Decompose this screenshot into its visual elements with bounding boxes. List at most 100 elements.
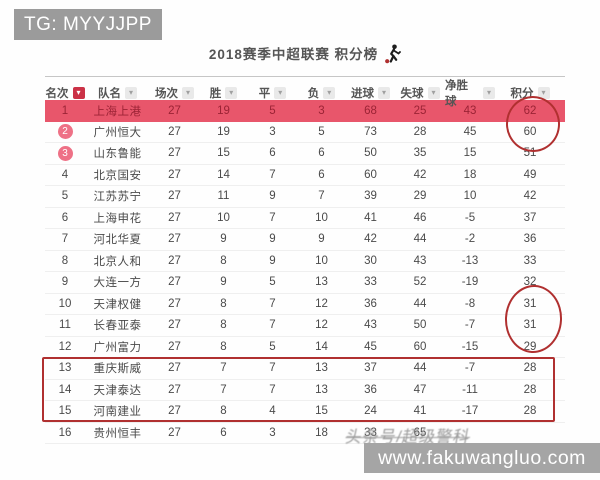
table-row-rank-11: 11 长春亚泰 27 8 7 12 43 50 -7 31 (45, 315, 565, 337)
loss-cell: 18 (315, 426, 328, 439)
loss-cell: 3 (318, 104, 325, 117)
goals-for-cell: 42 (364, 233, 377, 246)
column-header-loss: 负 ▾ (297, 85, 346, 101)
rank-cell: 6 (61, 211, 69, 224)
points-cell: 33 (523, 254, 537, 267)
goals-against-cell: 60 (413, 340, 427, 353)
rank-badge: 3 (57, 145, 73, 161)
draw-cell: 6 (269, 147, 276, 160)
goals-against-cell: 46 (413, 211, 427, 224)
draw-cell: 9 (269, 254, 276, 267)
draw-cell: 5 (269, 340, 276, 353)
table-row-rank-12: 12 广州富力 27 8 5 14 45 60 -15 29 (45, 337, 565, 358)
column-header-goals-for: 进球 ▾ (346, 85, 395, 101)
points-cell: 28 (523, 405, 537, 418)
goals-against-cell: 50 (413, 319, 427, 332)
loss-cell: 15 (315, 405, 328, 418)
filter-dropdown-icon-goals-against[interactable]: ▾ (427, 87, 440, 99)
table-row-rank-13: 13 重庆斯威 27 7 7 13 37 44 -7 28 (45, 358, 565, 380)
filter-dropdown-icon-team[interactable]: ▾ (125, 87, 137, 99)
goals-against-cell: 29 (413, 190, 427, 203)
points-cell: 32 (523, 276, 537, 289)
filter-dropdown-icon-played[interactable]: ▾ (182, 87, 194, 99)
draw-cell: 7 (269, 211, 276, 224)
column-label-goals-for: 进球 (351, 88, 374, 100)
played-cell: 27 (168, 405, 181, 418)
loss-cell: 12 (315, 297, 328, 310)
loss-cell: 9 (318, 233, 325, 246)
played-cell: 27 (168, 125, 181, 138)
column-header-goals-against: 失球 ▾ (395, 85, 445, 101)
column-label-points: 积分 (510, 88, 534, 100)
goals-against-cell: 28 (413, 125, 427, 138)
win-cell: 19 (217, 104, 230, 117)
loss-cell: 6 (318, 147, 325, 160)
loss-cell: 10 (315, 211, 328, 224)
loss-cell: 10 (315, 254, 328, 267)
win-cell: 19 (217, 125, 230, 138)
site-url-watermark: www.fakuwangluo.com (364, 443, 600, 473)
goal-diff-cell: -13 (461, 254, 479, 267)
draw-cell: 7 (269, 383, 276, 396)
filter-dropdown-icon-goals-for[interactable]: ▾ (378, 87, 390, 99)
draw-cell: 7 (269, 319, 276, 332)
filter-dropdown-icon-win[interactable]: ▾ (225, 87, 238, 99)
table-row-rank-8: 8 北京人和 27 8 9 10 30 43 -13 33 (45, 251, 565, 272)
column-label-loss: 负 (307, 88, 320, 100)
goal-diff-cell: -5 (464, 211, 476, 224)
goals-for-cell: 36 (364, 383, 377, 396)
filter-dropdown-icon-draw[interactable]: ▾ (274, 87, 287, 99)
team-cell: 北京国安 (93, 169, 142, 182)
win-cell: 14 (217, 168, 230, 181)
team-cell: 广州恒大 (93, 126, 142, 139)
loss-cell: 13 (315, 383, 328, 396)
rank-cell: 9 (61, 276, 69, 289)
goals-against-cell: 44 (413, 362, 427, 375)
goal-diff-cell: -7 (464, 362, 476, 375)
rank-cell: 16 (58, 426, 72, 439)
team-cell: 北京人和 (93, 255, 142, 268)
draw-cell: 3 (269, 426, 276, 439)
played-cell: 27 (168, 362, 181, 375)
table-row-rank-14: 14 天津泰达 27 7 7 13 36 47 -11 28 (45, 380, 565, 401)
loss-cell: 13 (315, 276, 328, 289)
goals-against-cell: 42 (413, 168, 427, 181)
rank-cell: 2 (45, 124, 85, 140)
filter-dropdown-icon-loss[interactable]: ▾ (323, 87, 336, 99)
loss-cell: 13 (315, 362, 328, 375)
rank-cell: 11 (59, 319, 71, 332)
goals-for-cell: 50 (364, 147, 377, 160)
win-cell: 8 (220, 297, 227, 310)
column-label-win: 胜 (209, 88, 222, 100)
filter-dropdown-icon-goal-diff[interactable]: ▾ (483, 87, 495, 99)
filter-dropdown-icon-points[interactable]: ▾ (537, 87, 550, 99)
table-row-rank-3: 3 山东鲁能 27 15 6 6 50 35 15 51 (45, 143, 565, 165)
win-cell: 10 (217, 211, 230, 224)
played-cell: 27 (168, 168, 181, 181)
table-row-rank-7: 7 河北华夏 27 9 9 9 42 44 -2 36 (45, 229, 565, 251)
draw-cell: 7 (269, 297, 276, 310)
team-cell: 河南建业 (93, 406, 142, 419)
goals-against-cell: 25 (413, 104, 427, 117)
table-row-rank-1: 1 上海上港 27 19 5 3 68 25 43 62 (45, 100, 565, 122)
points-cell: 42 (523, 190, 537, 203)
rank-cell: 4 (61, 168, 69, 181)
filter-dropdown-icon-rank[interactable]: ▾ (72, 87, 85, 99)
goal-diff-cell: -8 (464, 297, 476, 310)
team-cell: 贵州恒丰 (93, 427, 142, 440)
team-cell: 河北华夏 (93, 234, 142, 247)
played-cell: 27 (168, 276, 181, 289)
draw-cell: 7 (269, 362, 276, 375)
column-header-draw: 平 ▾ (248, 85, 297, 101)
column-header-goal-diff: 净胜球 ▾ (445, 77, 495, 109)
column-header-rank: 名次 ▾ (45, 85, 85, 101)
played-cell: 27 (168, 426, 181, 439)
rank-cell: 3 (45, 145, 85, 161)
goals-for-cell: 39 (364, 190, 377, 203)
team-cell: 长春亚泰 (93, 320, 142, 333)
played-cell: 27 (168, 233, 181, 246)
loss-cell: 12 (315, 319, 328, 332)
team-cell: 上海上港 (93, 105, 142, 118)
loss-cell: 7 (318, 190, 325, 203)
